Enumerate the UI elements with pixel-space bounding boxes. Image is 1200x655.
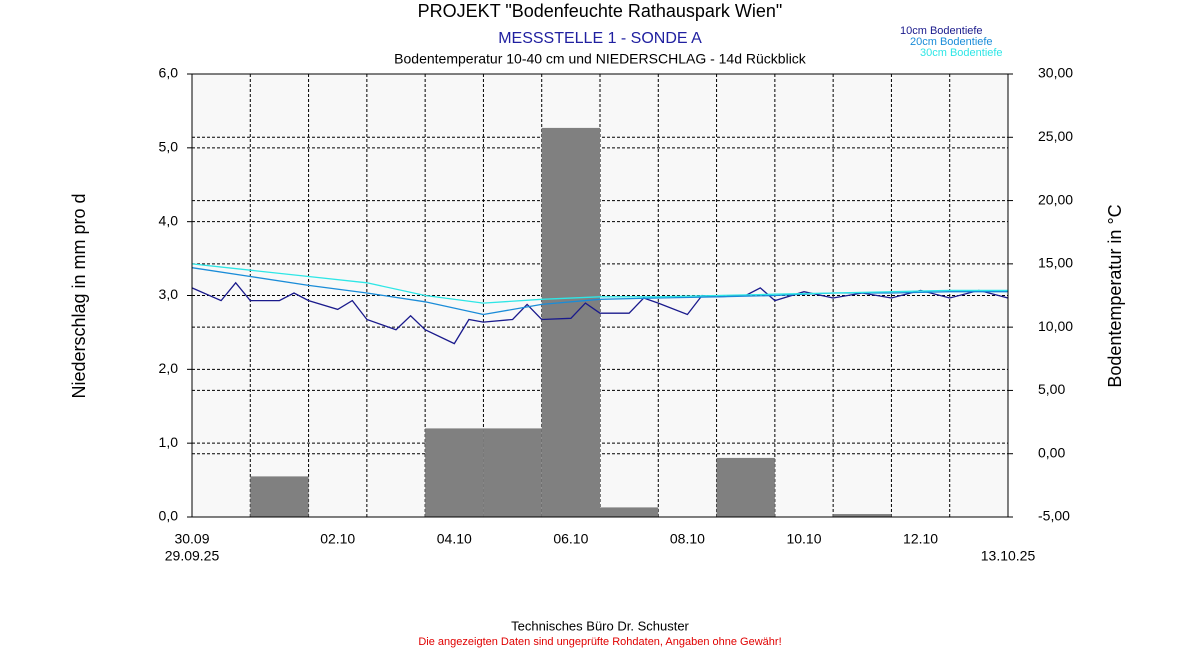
x-tick-label: 08.10 xyxy=(670,531,705,547)
chart-subtitle: MESSSTELLE 1 - SONDE A xyxy=(498,30,702,47)
footer: Technisches Büro Dr. Schuster xyxy=(511,618,689,633)
legend-label: 20cm Bodentiefe xyxy=(910,36,993,48)
legend-label: 10cm Bodentiefe xyxy=(900,25,983,37)
bar xyxy=(833,514,892,517)
y-tick-label: 3,0 xyxy=(159,286,179,302)
x-tick-label: 04.10 xyxy=(437,531,472,547)
y2-tick-label: 20,00 xyxy=(1038,191,1073,207)
bar xyxy=(250,476,309,517)
y2-tick-label: 30,00 xyxy=(1038,65,1073,81)
temperature-line xyxy=(191,281,1009,345)
bar xyxy=(541,127,600,518)
y-tick-label: 4,0 xyxy=(159,212,179,228)
plot-frame xyxy=(191,73,1009,518)
y-tick-label: 2,0 xyxy=(159,360,179,376)
y-tick-label: 0,0 xyxy=(159,508,179,524)
y-tick-label: 6,0 xyxy=(159,65,179,81)
x-tick-label: 10.10 xyxy=(786,531,821,547)
bar xyxy=(483,428,542,517)
temperature-line xyxy=(191,263,1008,304)
y2-tick-label: 5,00 xyxy=(1038,381,1065,397)
x-tick-label: 30.09 xyxy=(174,531,209,547)
date-label: 13.10.25 xyxy=(981,548,1036,564)
chart-title: PROJEKT "Bodenfeuchte Rathauspark Wien" xyxy=(418,1,783,21)
bar xyxy=(425,428,484,517)
bar xyxy=(600,507,659,517)
x-tick-label: 06.10 xyxy=(553,531,588,547)
y2-tick-label: 15,00 xyxy=(1038,255,1073,271)
x-tick-label: 12.10 xyxy=(903,531,938,547)
y2-tick-label: 10,00 xyxy=(1038,318,1073,334)
chart-description: Bodentemperatur 10-40 cm und NIEDERSCHLA… xyxy=(394,51,807,67)
y2-tick-label: 0,00 xyxy=(1038,444,1065,460)
y-tick-label: 1,0 xyxy=(159,434,179,450)
bar xyxy=(716,457,775,517)
legend-label: 30cm Bodentiefe xyxy=(920,47,1003,59)
y2-tick-label: 25,00 xyxy=(1038,128,1073,144)
y2-axis-label: Bodentemperatur in °C xyxy=(1105,204,1125,387)
date-label: 29.09.25 xyxy=(165,548,220,564)
disclaimer: Die angezeigten Daten sind ungeprüfte Ro… xyxy=(418,636,781,648)
temperature-line xyxy=(191,267,1008,316)
y-tick-label: 5,0 xyxy=(159,139,179,155)
y-axis-label: Niederschlag in mm pro d xyxy=(69,193,89,398)
x-tick-label: 02.10 xyxy=(320,531,355,547)
y2-tick-label: -5,00 xyxy=(1038,508,1070,524)
